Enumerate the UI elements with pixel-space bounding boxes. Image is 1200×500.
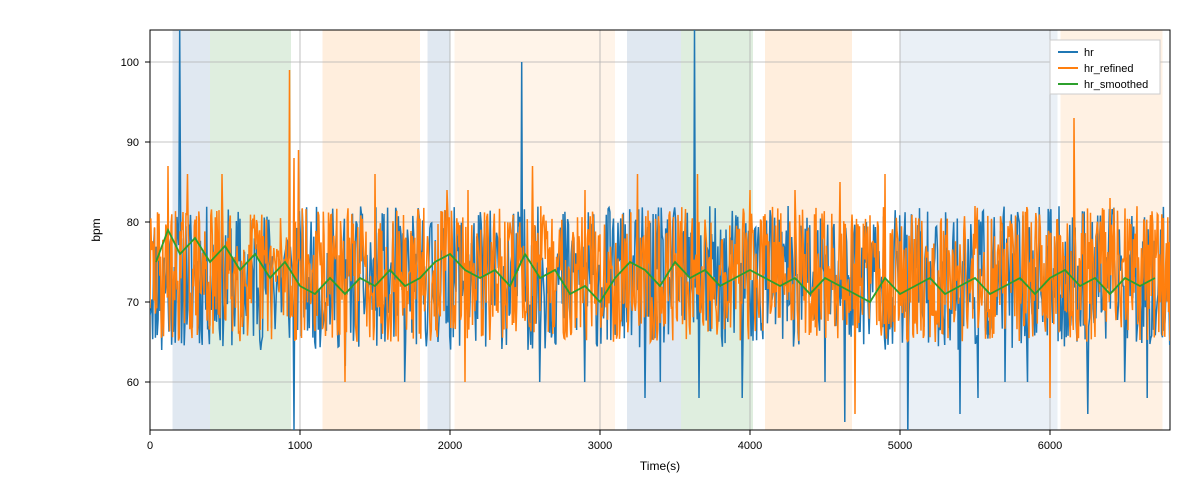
- heart-rate-chart: 0 1000 2000 3000 4000 5000 6000 60 70 80 90 100 Ti…: [0, 0, 1200, 500]
- y-tick-label: 70: [127, 297, 139, 309]
- x-tick-label: 1000: [288, 440, 312, 452]
- x-tick-label: 6000: [1038, 440, 1062, 452]
- legend-label: hr: [1084, 47, 1094, 59]
- x-tick-label: 0: [147, 440, 153, 452]
- x-axis-label: Time(s): [640, 459, 680, 473]
- legend-label: hr_refined: [1084, 63, 1134, 75]
- x-tick-label: 5000: [888, 440, 912, 452]
- x-tick-label: 2000: [438, 440, 462, 452]
- y-tick-label: 80: [127, 217, 139, 229]
- y-tick-label: 60: [127, 377, 139, 389]
- y-axis-label: bpm: [89, 218, 103, 241]
- legend-label: hr_smoothed: [1084, 79, 1148, 91]
- legend: hr hr_refined hr_smoothed: [1050, 40, 1160, 94]
- y-tick-label: 100: [121, 57, 139, 69]
- y-tick-label: 90: [127, 137, 139, 149]
- x-tick-label: 4000: [738, 440, 762, 452]
- x-tick-label: 3000: [588, 440, 612, 452]
